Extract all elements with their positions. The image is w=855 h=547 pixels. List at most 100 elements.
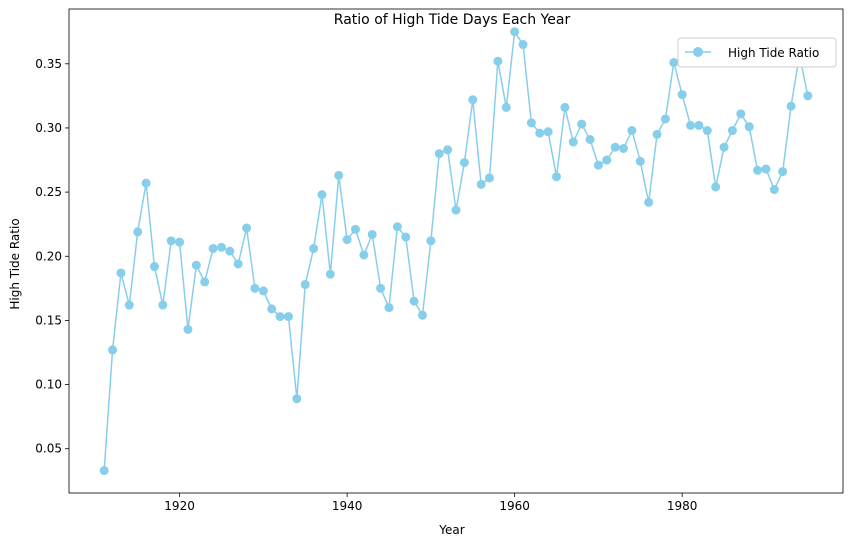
data-point (292, 394, 302, 404)
y-tick-label: 0.05 (35, 442, 62, 456)
data-point (133, 227, 143, 237)
legend: High Tide Ratio (677, 37, 837, 68)
data-point (753, 165, 763, 175)
data-point (694, 120, 704, 130)
legend-box (677, 37, 837, 68)
data-point (627, 126, 637, 136)
data-point (317, 190, 327, 200)
data-point (309, 244, 319, 254)
data-point (485, 173, 495, 183)
data-point (686, 120, 696, 130)
data-point (568, 137, 578, 147)
data-point (183, 324, 193, 334)
x-axis-label: Year (438, 523, 464, 537)
data-point (518, 40, 528, 50)
data-point (384, 303, 394, 313)
y-axis-label: High Tide Ratio (8, 218, 22, 309)
data-points (99, 27, 813, 476)
data-point (166, 236, 176, 246)
x-tick-label: 1920 (164, 499, 195, 513)
data-point (325, 269, 335, 279)
data-point (493, 56, 503, 66)
data-point (560, 102, 570, 112)
data-point (761, 164, 771, 174)
data-point (778, 167, 788, 177)
data-point (359, 250, 369, 260)
x-tick-label: 1960 (499, 499, 530, 513)
data-point (501, 102, 511, 112)
data-point (283, 312, 293, 322)
data-point (635, 156, 645, 166)
data-point (744, 122, 754, 132)
data-point (535, 128, 545, 138)
data-point (250, 283, 260, 293)
data-point (216, 242, 226, 252)
data-point (585, 134, 595, 144)
data-point (577, 119, 587, 129)
data-point (769, 185, 779, 195)
data-point (116, 268, 126, 278)
data-point (158, 300, 168, 310)
data-point (124, 300, 134, 310)
data-point (543, 127, 553, 137)
data-point (233, 259, 243, 269)
data-point (434, 149, 444, 159)
data-point (803, 91, 813, 101)
data-point (476, 179, 486, 189)
data-point (417, 310, 427, 320)
y-tick-label: 0.25 (35, 185, 62, 199)
data-point (426, 236, 436, 246)
data-point (108, 345, 118, 355)
data-point (711, 182, 721, 192)
data-point (702, 126, 712, 136)
x-axis-ticks: 1920 1940 1960 1980 (164, 493, 697, 513)
x-tick-label: 1980 (667, 499, 698, 513)
data-point (350, 224, 360, 234)
data-point (727, 126, 737, 136)
data-point (409, 296, 419, 306)
data-point (451, 205, 461, 215)
legend-marker (693, 47, 703, 57)
data-point (468, 95, 478, 105)
data-point (334, 170, 344, 180)
x-tick-label: 1940 (332, 499, 363, 513)
data-point (149, 262, 159, 272)
data-point (392, 222, 402, 232)
data-point (342, 235, 352, 245)
data-point (258, 286, 268, 296)
y-tick-label: 0.10 (35, 378, 62, 392)
data-point (208, 244, 218, 254)
data-point (175, 237, 185, 247)
y-tick-label: 0.30 (35, 121, 62, 135)
data-point (367, 229, 377, 239)
data-point (459, 158, 469, 168)
data-point (510, 27, 520, 37)
data-point (526, 118, 536, 128)
chart-title: Ratio of High Tide Days Each Year (334, 12, 571, 28)
data-point (736, 109, 746, 119)
legend-label: High Tide Ratio (728, 46, 819, 60)
data-point (619, 143, 629, 153)
data-point (660, 114, 670, 124)
data-point (677, 90, 687, 100)
data-point (300, 279, 310, 289)
data-point (602, 155, 612, 165)
data-point (225, 246, 235, 256)
y-tick-label: 0.15 (35, 313, 62, 327)
data-point (552, 172, 562, 182)
data-point (275, 312, 285, 322)
data-point (593, 160, 603, 170)
y-axis-ticks: 0.05 0.10 0.15 0.20 0.25 0.30 0.35 (35, 57, 69, 456)
y-tick-label: 0.20 (35, 249, 62, 263)
y-tick-label: 0.35 (35, 57, 62, 71)
data-point (610, 142, 620, 152)
data-point (267, 304, 277, 314)
data-point (401, 232, 411, 242)
data-point (443, 145, 453, 155)
data-point (644, 197, 654, 207)
data-point (200, 277, 210, 287)
data-point (786, 101, 796, 111)
data-point (376, 283, 386, 293)
data-point (141, 178, 151, 188)
